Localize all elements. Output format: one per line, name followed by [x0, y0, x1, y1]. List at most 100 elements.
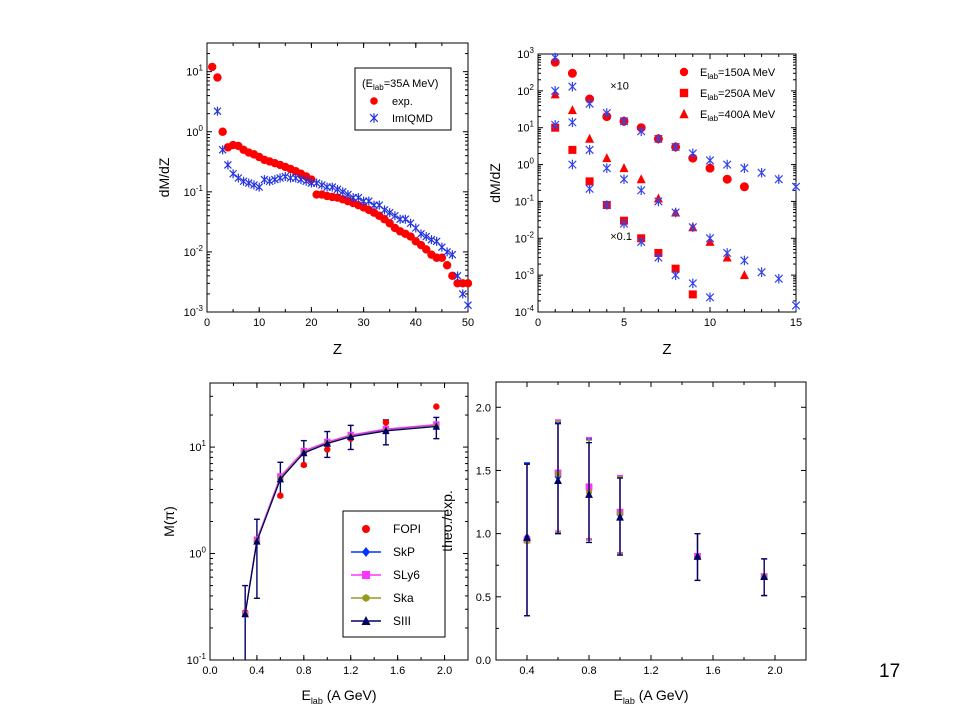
y-tick-label: 1.5	[476, 465, 491, 477]
y-tick-label: 103	[517, 46, 534, 61]
data-point	[312, 178, 321, 188]
data-point	[270, 175, 279, 185]
y-tick-label: 1.0	[476, 529, 491, 541]
series-ImIQMD	[213, 106, 472, 310]
data-point	[448, 271, 457, 281]
data-point	[671, 207, 680, 218]
legend-marker	[679, 108, 689, 119]
data-point	[739, 182, 749, 192]
data-point	[757, 267, 766, 278]
y-tick-label: 100	[189, 546, 206, 561]
data-point	[380, 205, 389, 215]
data-point	[671, 142, 680, 152]
y-tick-label: 101	[189, 439, 206, 454]
series-SLy6	[523, 419, 768, 617]
data-point	[255, 182, 264, 192]
x-tick-label: 0.4	[519, 665, 534, 677]
x-axis-label: Z	[662, 341, 671, 358]
legend: (Elab=35A MeV) exp. ImIQMD	[354, 67, 452, 131]
data-point	[791, 300, 801, 311]
x-tick-label: 0.8	[581, 665, 596, 677]
x-tick-label: 1.2	[343, 665, 358, 677]
data-point	[241, 609, 249, 618]
data-point	[281, 171, 290, 181]
data-point	[722, 159, 732, 170]
x-tick-label: 10	[253, 317, 265, 329]
data-point	[347, 432, 355, 440]
data-point	[739, 270, 749, 280]
legend-label: Ska	[393, 591, 414, 605]
data-point	[523, 533, 531, 541]
data-point	[437, 242, 446, 252]
data-point	[602, 153, 612, 163]
x-tick-label: 20	[305, 317, 317, 329]
data-point	[585, 145, 594, 155]
legend-label: Elab=250A MeV	[700, 88, 776, 102]
data-point	[602, 163, 612, 173]
data-point	[422, 245, 431, 254]
data-point	[757, 167, 766, 178]
y-tick-label: 2.0	[476, 402, 491, 414]
data-point	[740, 163, 749, 173]
y-tick-label: 10-2	[515, 230, 535, 245]
chart-panel-b: 0 5 10 15 10-4 10-3 10-2 10-1 100 101 102 103 ZdM/dZ…	[487, 46, 802, 358]
legend-header: (Elab=35A MeV)	[362, 78, 438, 92]
y-axis-label: dM/dZ	[156, 157, 172, 197]
x-tick-label: 0.4	[249, 665, 264, 677]
data-point	[568, 81, 577, 92]
data-point	[364, 196, 373, 206]
x-axis-label: Z	[333, 341, 342, 358]
data-point	[344, 190, 352, 200]
legend-marker	[362, 547, 370, 557]
legend-marker	[679, 67, 689, 77]
data-point	[229, 169, 238, 179]
data-point	[427, 235, 436, 245]
data-point	[302, 176, 311, 186]
data-point	[324, 446, 331, 453]
legend-box	[342, 510, 446, 638]
data-point	[616, 512, 624, 521]
legend-label: SIII	[393, 614, 411, 628]
legend-label: SLy6	[393, 568, 420, 582]
series-sim-250	[550, 119, 715, 303]
data-point	[406, 218, 415, 228]
data-point	[791, 181, 801, 192]
data-point	[448, 250, 457, 260]
data-point	[265, 176, 274, 186]
legend-label: SkP	[393, 545, 415, 559]
data-point	[602, 108, 612, 118]
legend-label: exp.	[392, 96, 413, 108]
data-point	[250, 180, 258, 190]
y-tick-label: 102	[517, 83, 534, 98]
data-point	[300, 448, 308, 457]
y-axis-label: M(π)	[161, 506, 177, 537]
legend-marker	[362, 594, 370, 602]
y-tick-label: 100	[517, 157, 534, 172]
legend-marker	[370, 97, 378, 105]
data-point	[328, 182, 337, 192]
data-point	[260, 175, 269, 185]
data-point	[636, 174, 646, 184]
data-point	[671, 264, 680, 273]
data-point	[432, 422, 441, 430]
series-SkP	[523, 421, 768, 617]
data-point	[239, 176, 248, 186]
x-axis-label: Elab (A GeV)	[613, 687, 688, 706]
chart-panel-d: 0.4 0.8 1.2 1.6 2.0 0.0 0.5 1.0 1.5 2.0 Elab (A Ge…	[439, 381, 807, 706]
data-point	[208, 62, 217, 72]
y-tick-label: 10-4	[515, 304, 535, 319]
legend: FOPI SkP SLy6 Ska SIII	[342, 510, 446, 638]
plot-frame	[495, 381, 807, 661]
y-tick-label: 0.0	[476, 655, 491, 667]
data-point	[253, 537, 261, 545]
data-point	[458, 289, 467, 299]
x-tick-label: 10	[704, 317, 716, 329]
data-point	[688, 278, 698, 289]
data-point	[453, 271, 462, 281]
data-point	[585, 184, 594, 194]
data-point	[722, 174, 732, 184]
series-sim-400	[550, 86, 801, 311]
slide-page-number: 17	[879, 661, 901, 682]
data-point	[354, 193, 363, 203]
